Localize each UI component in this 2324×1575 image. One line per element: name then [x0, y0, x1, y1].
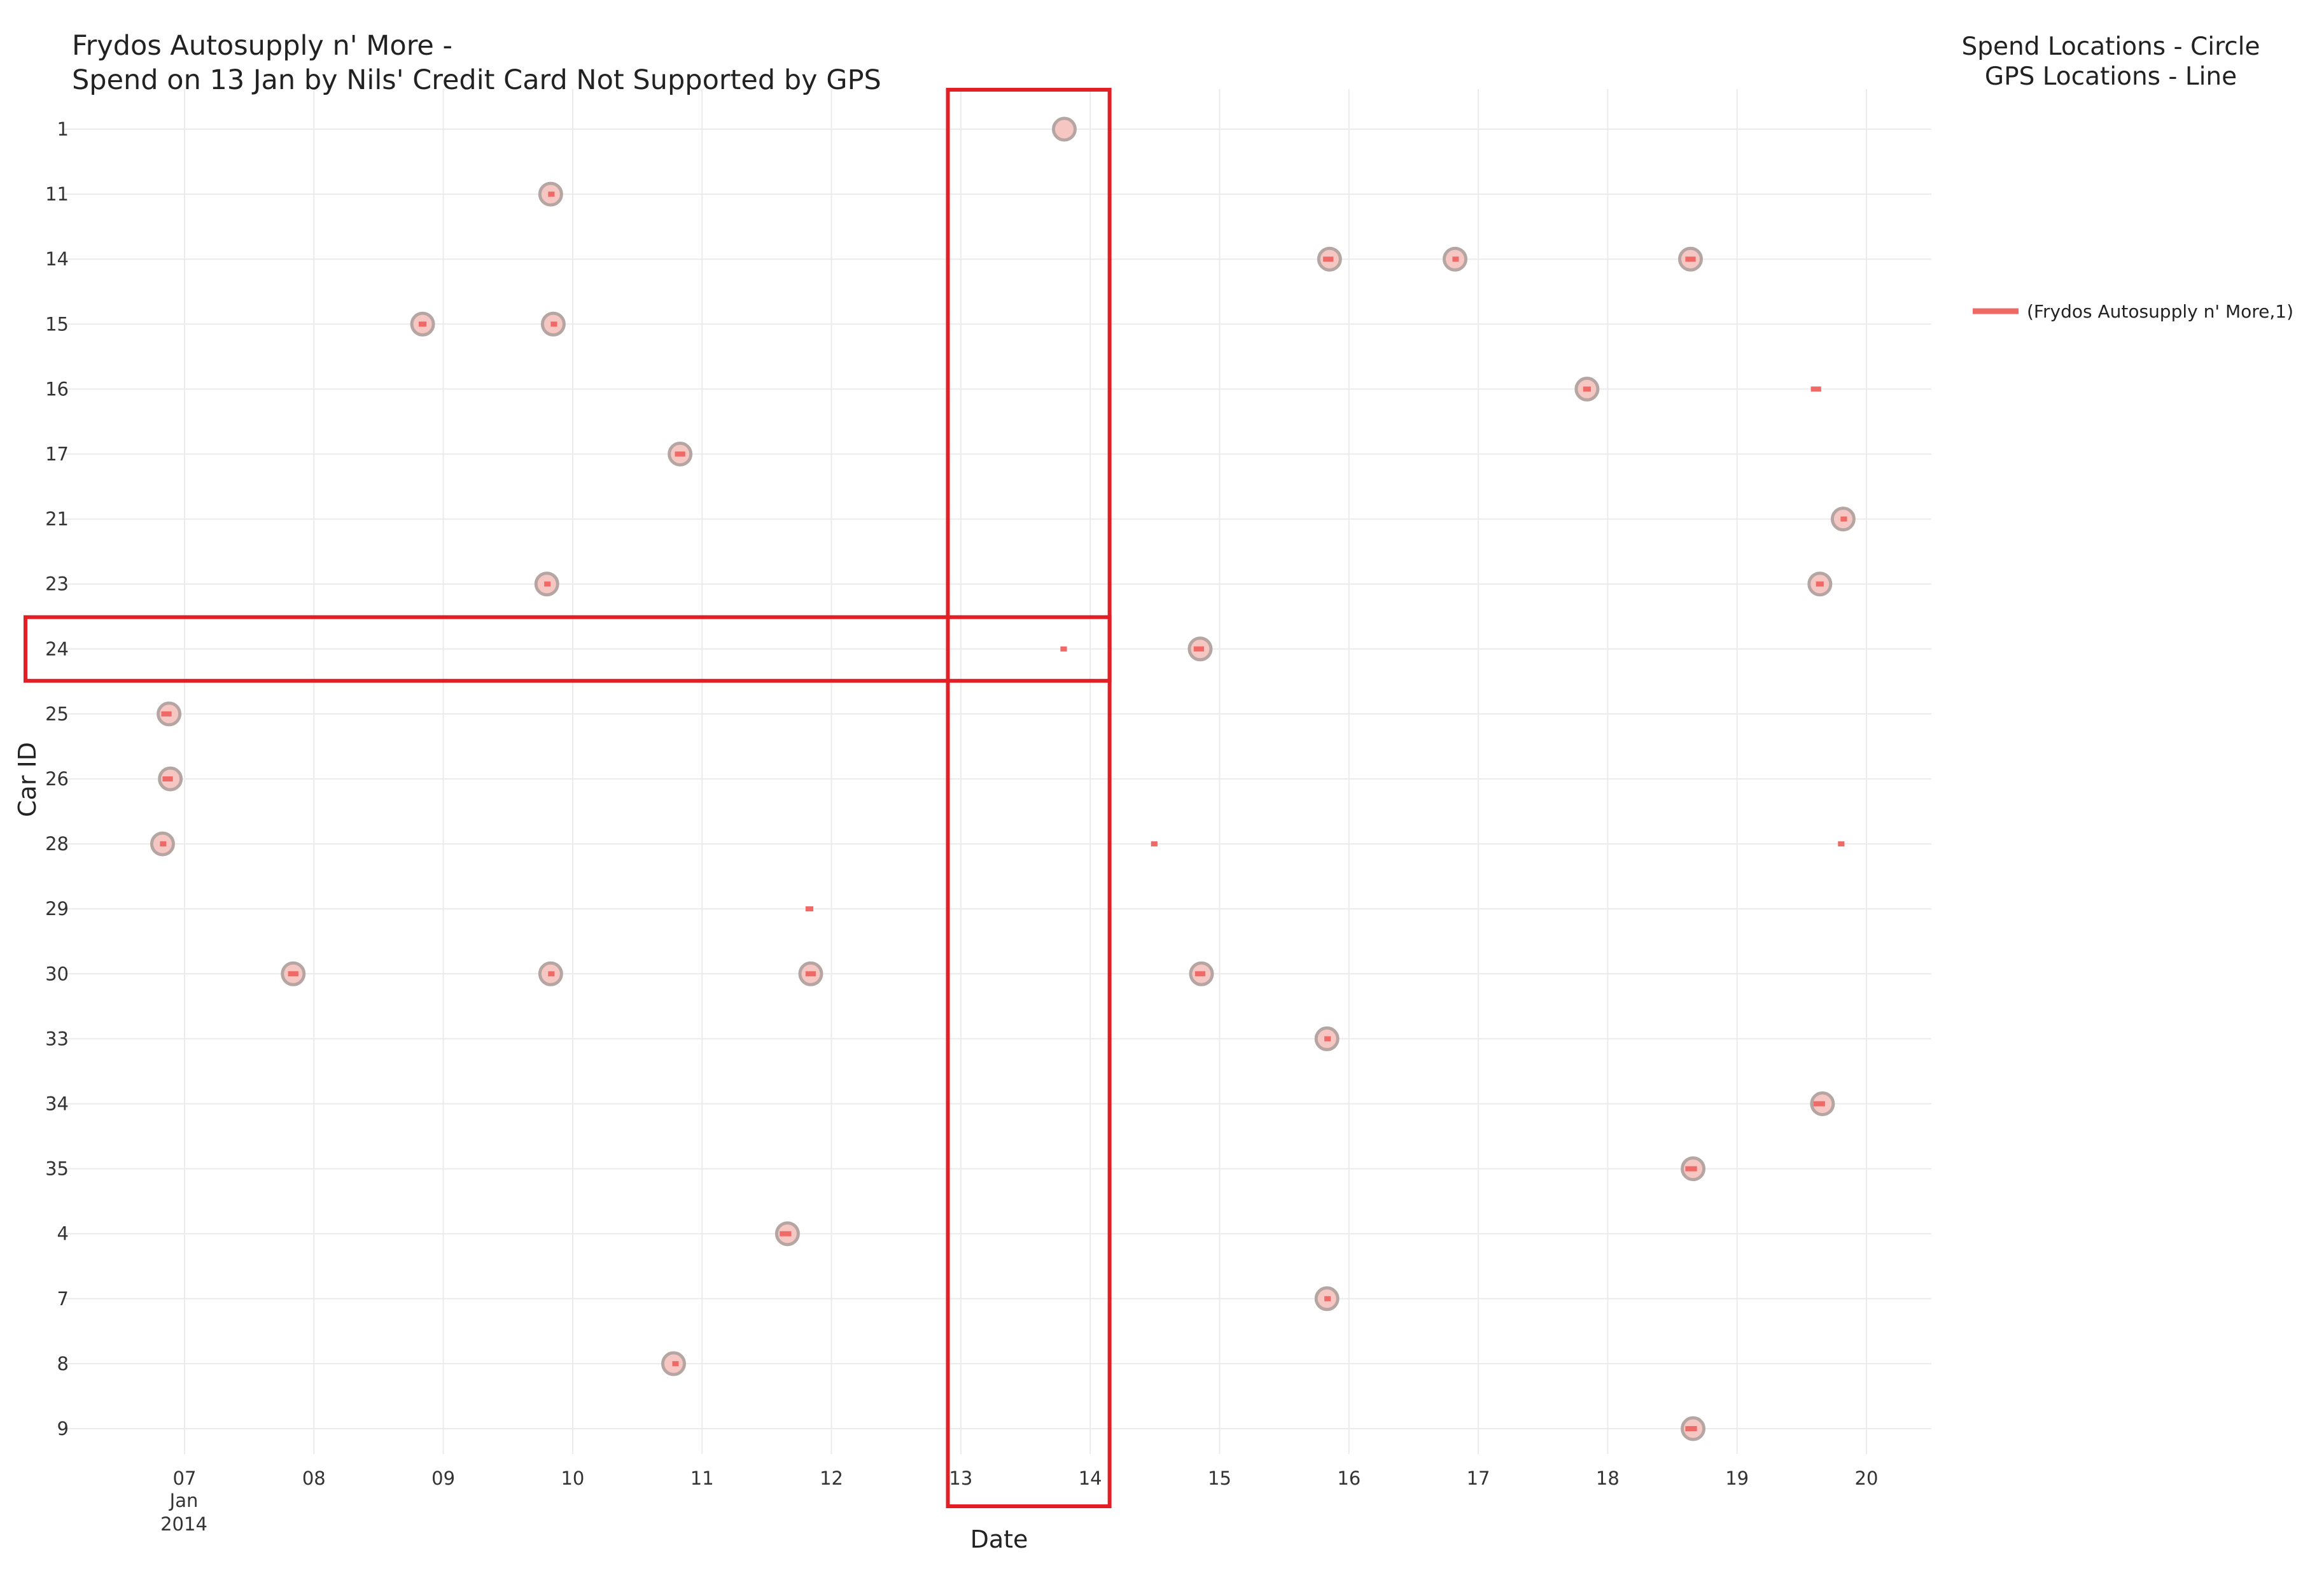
y-tick-label: 4 [57, 1223, 69, 1245]
highlight-date-column [946, 88, 1112, 1508]
y-tick-label: 15 [45, 313, 69, 335]
y-tick-label: 35 [45, 1158, 69, 1180]
y-tick-label: 30 [45, 963, 69, 984]
y-tick-label: 21 [45, 508, 69, 530]
x-axis-title: Date [970, 1525, 1028, 1553]
x-tick-label: 15 [1208, 1467, 1231, 1489]
x-axis-ticks: 07 08 09 10 11 12 13 14 15 16 17 18 19 20 [173, 1467, 1879, 1489]
y-tick-label: 29 [45, 898, 69, 920]
y-tick-label: 7 [57, 1288, 69, 1310]
chart-subtitle: Spend on 13 Jan by Nils' Credit Card Not… [72, 64, 881, 96]
y-axis-title: Car ID [13, 742, 41, 817]
x-tick-label: 17 [1467, 1467, 1490, 1489]
y-tick-label: 14 [45, 248, 69, 270]
note-line: GPS Locations - Line [1985, 62, 2237, 91]
x-tick-label: 14 [1079, 1467, 1102, 1489]
x-tick-label: 10 [561, 1467, 584, 1489]
spend-circle [1051, 116, 1077, 142]
note-circle: Spend Locations - Circle [1961, 32, 2260, 61]
x-tick-label: 16 [1337, 1467, 1361, 1489]
y-tick-label: 1 [57, 118, 69, 140]
x-tick-label: 13 [949, 1467, 972, 1489]
legend-label: (Frydos Autosupply n' More,1) [2027, 301, 2293, 322]
x-tick-sub-year: 2014 [160, 1513, 207, 1535]
legend[interactable]: (Frydos Autosupply n' More,1) [1973, 301, 2293, 322]
y-tick-label: 24 [45, 638, 69, 660]
y-tick-label: 25 [45, 703, 69, 725]
y-tick-label: 23 [45, 573, 69, 595]
gps-lines [160, 192, 1847, 1431]
y-tick-label: 17 [45, 444, 69, 465]
y-tick-label: 26 [45, 768, 69, 790]
y-tick-label: 33 [45, 1028, 69, 1049]
highlight-car-row [24, 615, 1112, 683]
x-tick-label: 12 [820, 1467, 843, 1489]
y-tick-label: 34 [45, 1093, 69, 1115]
y-tick-label: 16 [45, 378, 69, 400]
highlight-boxes [24, 88, 1112, 1508]
x-tick-label: 11 [690, 1467, 714, 1489]
y-tick-label: 9 [57, 1418, 69, 1439]
x-tick-label: 20 [1855, 1467, 1879, 1489]
x-tick-label: 09 [431, 1467, 455, 1489]
x-tick-label: 07 [173, 1467, 197, 1489]
spend-circles [150, 116, 1856, 1441]
y-tick-label: 8 [57, 1353, 69, 1375]
grid-lines [64, 89, 1931, 1454]
x-tick-label: 08 [302, 1467, 326, 1489]
x-tick-sub-month: Jan [169, 1490, 199, 1511]
chart-title: Frydos Autosupply n' More - [72, 30, 452, 62]
x-tick-label: 18 [1596, 1467, 1620, 1489]
y-tick-label: 11 [45, 183, 69, 205]
x-tick-label: 19 [1725, 1467, 1749, 1489]
y-tick-label: 28 [45, 833, 69, 855]
